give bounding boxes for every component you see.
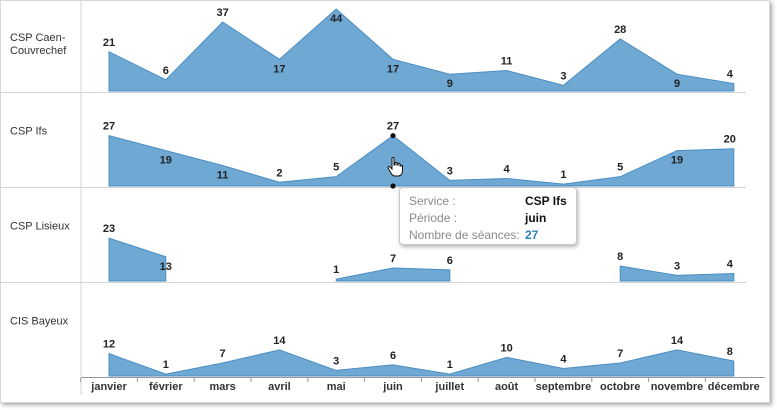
value-label-csp-ifs-ao-t: 4 <box>504 164 511 176</box>
area-csp-ifs-segment-1 <box>108 135 735 187</box>
value-label-csp-ifs-mars: 11 <box>217 170 229 182</box>
value-label-csp-ifs-mai: 5 <box>333 162 339 174</box>
value-label-cis-bayeux-d-cembre: 8 <box>727 346 733 358</box>
value-label-cis-bayeux-juillet: 1 <box>447 359 453 371</box>
tooltip: Service : CSP Ifs Période : juin Nombre de… <box>399 187 577 245</box>
value-label-cis-bayeux-mai: 3 <box>333 355 339 367</box>
value-label-csp-ifs-octobre: 5 <box>617 162 623 174</box>
highlight-point-base <box>390 183 396 189</box>
area-cis-bayeux-segment-1 <box>108 349 735 377</box>
tooltip-seances-key: Nombre de séances: <box>409 228 520 242</box>
value-label-csp-ifs-janvier: 27 <box>103 121 115 133</box>
tooltip-service-key: Service : <box>409 194 456 208</box>
value-label-csp-caen-couvrechef-juillet: 9 <box>447 78 453 90</box>
x-tick-mai: mai <box>327 381 346 393</box>
tooltip-row-service: Service : CSP Ifs <box>409 193 576 210</box>
value-label-csp-caen-couvrechef-juin: 17 <box>387 63 399 75</box>
value-label-cis-bayeux-janvier: 12 <box>103 339 115 351</box>
value-label-cis-bayeux-mars: 7 <box>220 348 226 360</box>
value-label-csp-caen-couvrechef-f-vrier: 6 <box>163 65 169 77</box>
value-label-csp-caen-couvrechef-septembre: 3 <box>560 70 566 82</box>
value-label-csp-caen-couvrechef-ao-t: 11 <box>501 56 513 68</box>
value-label-csp-caen-couvrechef-mars: 37 <box>216 7 228 19</box>
value-label-cis-bayeux-f-vrier: 1 <box>163 359 169 371</box>
area-csp-caen-couvrechef-segment-1 <box>108 8 735 92</box>
x-tick-juin: juin <box>382 381 403 393</box>
value-label-cis-bayeux-avril: 14 <box>273 335 286 347</box>
value-label-csp-caen-couvrechef-janvier: 21 <box>103 37 115 49</box>
value-label-csp-lisieux-novembre: 3 <box>674 260 680 272</box>
row-label-cis-bayeux: CIS Bayeux <box>10 316 69 328</box>
x-tick-f-vrier: février <box>149 381 183 393</box>
row-label-csp-caen-couvrechef: CSP Caen-Couvrechef <box>10 32 67 57</box>
value-label-csp-caen-couvrechef-avril: 17 <box>273 63 285 75</box>
value-label-csp-ifs-avril: 2 <box>276 167 282 179</box>
highlight-point-top <box>390 133 396 139</box>
value-label-cis-bayeux-octobre: 7 <box>617 348 623 360</box>
x-tick-d-cembre: décembre <box>708 381 760 393</box>
x-tick-avril: avril <box>268 381 291 393</box>
tooltip-row-periode: Période : juin <box>409 210 576 227</box>
value-label-cis-bayeux-ao-t: 10 <box>500 342 512 354</box>
row-label-csp-lisieux: CSP Lisieux <box>10 221 70 233</box>
value-label-csp-caen-couvrechef-octobre: 28 <box>614 24 626 36</box>
area-csp-lisieux-segment-2 <box>335 267 451 282</box>
area-csp-lisieux-segment-1 <box>108 237 167 282</box>
value-label-csp-lisieux-janvier: 23 <box>103 223 115 235</box>
tooltip-row-seances: Nombre de séances: 27 <box>409 227 576 244</box>
value-label-csp-caen-couvrechef-mai: 44 <box>330 13 343 25</box>
value-label-csp-ifs-novembre: 19 <box>671 155 683 167</box>
x-tick-septembre: septembre <box>536 381 592 393</box>
value-label-cis-bayeux-septembre: 4 <box>560 354 567 366</box>
value-label-csp-ifs-septembre: 1 <box>560 169 566 181</box>
x-tick-janvier: janvier <box>90 381 127 393</box>
value-label-csp-ifs-juin: 27 <box>387 121 399 133</box>
tooltip-service-value: CSP Ifs <box>525 194 567 208</box>
tooltip-periode-value: juin <box>525 211 547 225</box>
tooltip-periode-key: Période : <box>409 211 458 225</box>
x-tick-ao-t: août <box>495 381 519 393</box>
x-tick-mars: mars <box>209 381 235 393</box>
value-label-csp-ifs-juillet: 3 <box>447 165 453 177</box>
hand-cursor-icon <box>387 157 403 177</box>
tooltip-seances-value: 27 <box>525 228 539 242</box>
value-label-csp-ifs-f-vrier: 19 <box>160 155 172 167</box>
area-csp-lisieux-segment-3 <box>619 265 735 282</box>
value-label-csp-lisieux-d-cembre: 4 <box>727 259 734 271</box>
value-label-csp-caen-couvrechef-novembre: 9 <box>674 78 680 90</box>
value-label-csp-lisieux-juin: 7 <box>390 253 396 265</box>
x-tick-octobre: octobre <box>600 381 640 393</box>
row-label-csp-ifs: CSP Ifs <box>10 126 48 138</box>
value-label-csp-lisieux-mai: 1 <box>333 264 339 276</box>
x-tick-novembre: novembre <box>651 381 704 393</box>
x-tick-juillet: juillet <box>434 381 464 393</box>
value-label-cis-bayeux-juin: 6 <box>390 350 396 362</box>
value-label-cis-bayeux-novembre: 14 <box>671 335 684 347</box>
value-label-csp-lisieux-f-vrier: 13 <box>160 261 172 273</box>
value-label-csp-lisieux-octobre: 8 <box>617 251 623 263</box>
value-label-csp-caen-couvrechef-d-cembre: 4 <box>727 69 734 81</box>
value-label-csp-ifs-d-cembre: 20 <box>724 134 736 146</box>
value-label-csp-lisieux-juillet: 6 <box>447 255 453 267</box>
